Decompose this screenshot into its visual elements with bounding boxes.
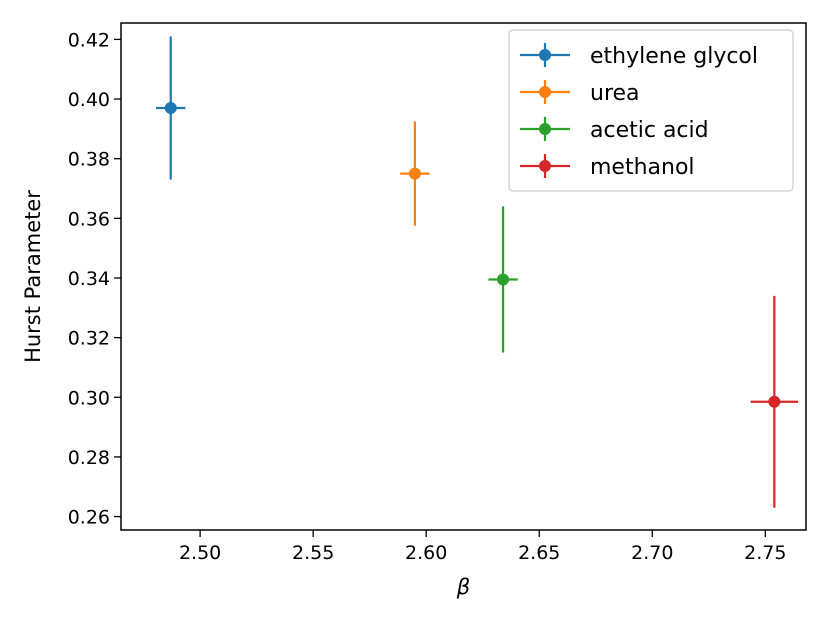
- y-tick-label: 0.42: [68, 29, 110, 51]
- y-tick-label: 0.30: [68, 387, 110, 409]
- data-point: [768, 395, 781, 408]
- legend-label: urea: [590, 81, 640, 106]
- data-point: [408, 167, 421, 180]
- x-tick-label: 2.75: [744, 542, 786, 564]
- legend-marker: [539, 49, 551, 61]
- series-methanol: [750, 295, 799, 508]
- y-tick-label: 0.40: [68, 89, 110, 111]
- x-tick-label: 2.70: [631, 542, 673, 564]
- legend-marker: [539, 86, 551, 98]
- y-tick-label: 0.26: [68, 507, 110, 529]
- plot-marks: [156, 36, 799, 508]
- y-axis-label: Hurst Parameter: [21, 190, 45, 363]
- x-tick-label: 2.55: [292, 542, 334, 564]
- y-tick-label: 0.32: [68, 328, 110, 350]
- y-tick-label: 0.36: [68, 208, 110, 230]
- legend-box: [508, 29, 794, 192]
- series-urea: [400, 121, 430, 226]
- series-acetic-acid: [488, 206, 518, 353]
- y-tick-label: 0.28: [68, 447, 110, 469]
- legend-label: ethylene glycol: [590, 44, 758, 69]
- legend: ethylene glycol urea acetic acid methanol: [508, 29, 794, 192]
- legend-entry: ethylene glycol: [520, 43, 758, 69]
- legend-marker: [539, 123, 551, 135]
- plot-frame: [120, 22, 807, 531]
- legend-label: acetic acid: [590, 118, 709, 143]
- legend-marker: [539, 160, 551, 172]
- x-tick-label: 2.60: [405, 542, 447, 564]
- y-tick-label: 0.34: [68, 268, 110, 290]
- x-axis-ticks: 2.50 2.55 2.60 2.65 2.70 2.75: [179, 530, 786, 564]
- data-point: [164, 101, 177, 114]
- legend-label: methanol: [590, 155, 695, 180]
- series-ethylene-glycol: [156, 36, 186, 180]
- legend-entry: methanol: [520, 154, 695, 180]
- x-tick-label: 2.50: [179, 542, 221, 564]
- data-point: [497, 273, 510, 286]
- legend-entry: acetic acid: [520, 117, 709, 143]
- y-tick-label: 0.38: [68, 149, 110, 171]
- x-tick-label: 2.65: [518, 542, 560, 564]
- x-axis-label: β: [456, 575, 470, 599]
- legend-entry: urea: [520, 80, 640, 106]
- y-axis-ticks: 0.26 0.28 0.30 0.32 0.34 0.36 0.38 0.40 0.42: [68, 29, 121, 529]
